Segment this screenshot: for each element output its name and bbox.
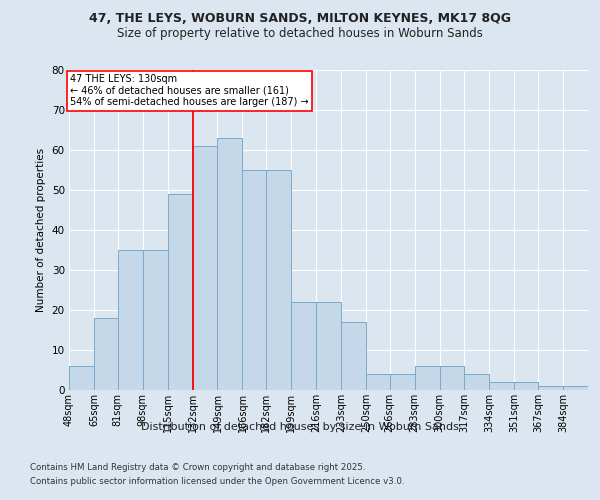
Bar — [341, 322, 366, 390]
Text: 47, THE LEYS, WOBURN SANDS, MILTON KEYNES, MK17 8QG: 47, THE LEYS, WOBURN SANDS, MILTON KEYNE… — [89, 12, 511, 26]
Y-axis label: Number of detached properties: Number of detached properties — [36, 148, 46, 312]
Text: Contains public sector information licensed under the Open Government Licence v3: Contains public sector information licen… — [30, 478, 404, 486]
Bar — [440, 366, 464, 390]
Bar — [563, 386, 588, 390]
Bar — [415, 366, 440, 390]
Bar — [514, 382, 538, 390]
Bar — [167, 194, 193, 390]
Bar — [143, 250, 167, 390]
Bar — [464, 374, 490, 390]
Bar — [366, 374, 389, 390]
Text: 47 THE LEYS: 130sqm
← 46% of detached houses are smaller (161)
54% of semi-detac: 47 THE LEYS: 130sqm ← 46% of detached ho… — [70, 74, 309, 107]
Bar — [266, 170, 291, 390]
Bar — [291, 302, 316, 390]
Bar — [193, 146, 217, 390]
Bar — [242, 170, 266, 390]
Bar — [490, 382, 514, 390]
Bar — [69, 366, 94, 390]
Bar — [316, 302, 341, 390]
Text: Size of property relative to detached houses in Woburn Sands: Size of property relative to detached ho… — [117, 28, 483, 40]
Bar — [118, 250, 143, 390]
Text: Contains HM Land Registry data © Crown copyright and database right 2025.: Contains HM Land Registry data © Crown c… — [30, 462, 365, 471]
Bar — [389, 374, 415, 390]
Bar — [217, 138, 242, 390]
Bar — [94, 318, 118, 390]
Text: Distribution of detached houses by size in Woburn Sands: Distribution of detached houses by size … — [141, 422, 459, 432]
Bar — [538, 386, 563, 390]
